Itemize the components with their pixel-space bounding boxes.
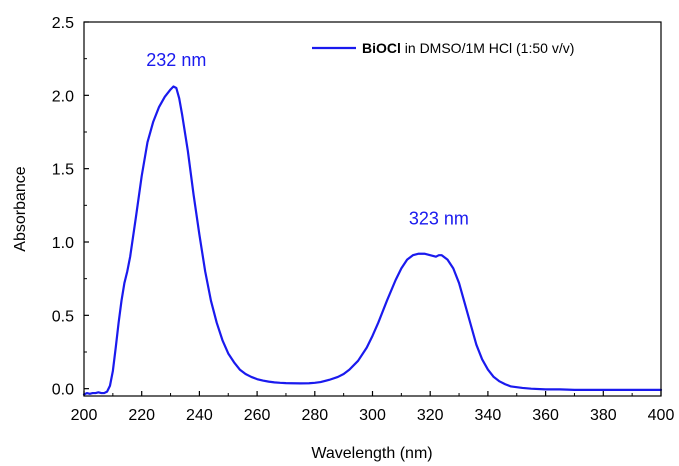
legend-label-bold: BiOCl [362,40,401,56]
peak-annotation: 232 nm [146,50,206,70]
x-tick-label: 380 [590,407,617,424]
x-tick-label: 340 [475,407,502,424]
legend: BiOCl in DMSO/1M HCl (1:50 v/v) [312,40,574,56]
x-tick-label: 320 [417,407,444,424]
y-tick-label: 0.0 [52,382,74,399]
y-tick-label: 1.0 [52,235,74,252]
x-axis: 200 220 240 260 280 300 320 340 360 380 400 [71,391,675,424]
legend-label: BiOCl in DMSO/1M HCl (1:50 v/v) [362,40,574,56]
x-tick-label: 400 [648,407,675,424]
series-layer [82,85,663,396]
y-tick-label: 1.5 [52,162,74,179]
x-tick-label: 220 [128,407,155,424]
x-tick-label: 260 [244,407,271,424]
y-tick-label: 0.5 [52,308,74,325]
x-tick-label: 360 [532,407,559,424]
series-line-0 [82,85,663,396]
y-tick-label: 2.5 [52,15,74,32]
x-tick-label: 240 [186,407,213,424]
legend-label-rest: in DMSO/1M HCl (1:50 v/v) [401,40,574,56]
annotations: 232 nm 323 nm [146,50,469,228]
x-axis-title: Wavelength (nm) [311,445,432,462]
y-axis-title: Absorbance [12,166,29,251]
x-tick-label: 280 [301,407,328,424]
x-tick-label: 200 [71,407,98,424]
y-tick-label: 2.0 [52,88,74,105]
x-tick-label: 300 [359,407,386,424]
y-axis: 0.0 0.5 1.0 1.5 2.0 2.5 [52,15,89,399]
peak-annotation: 323 nm [409,208,469,228]
